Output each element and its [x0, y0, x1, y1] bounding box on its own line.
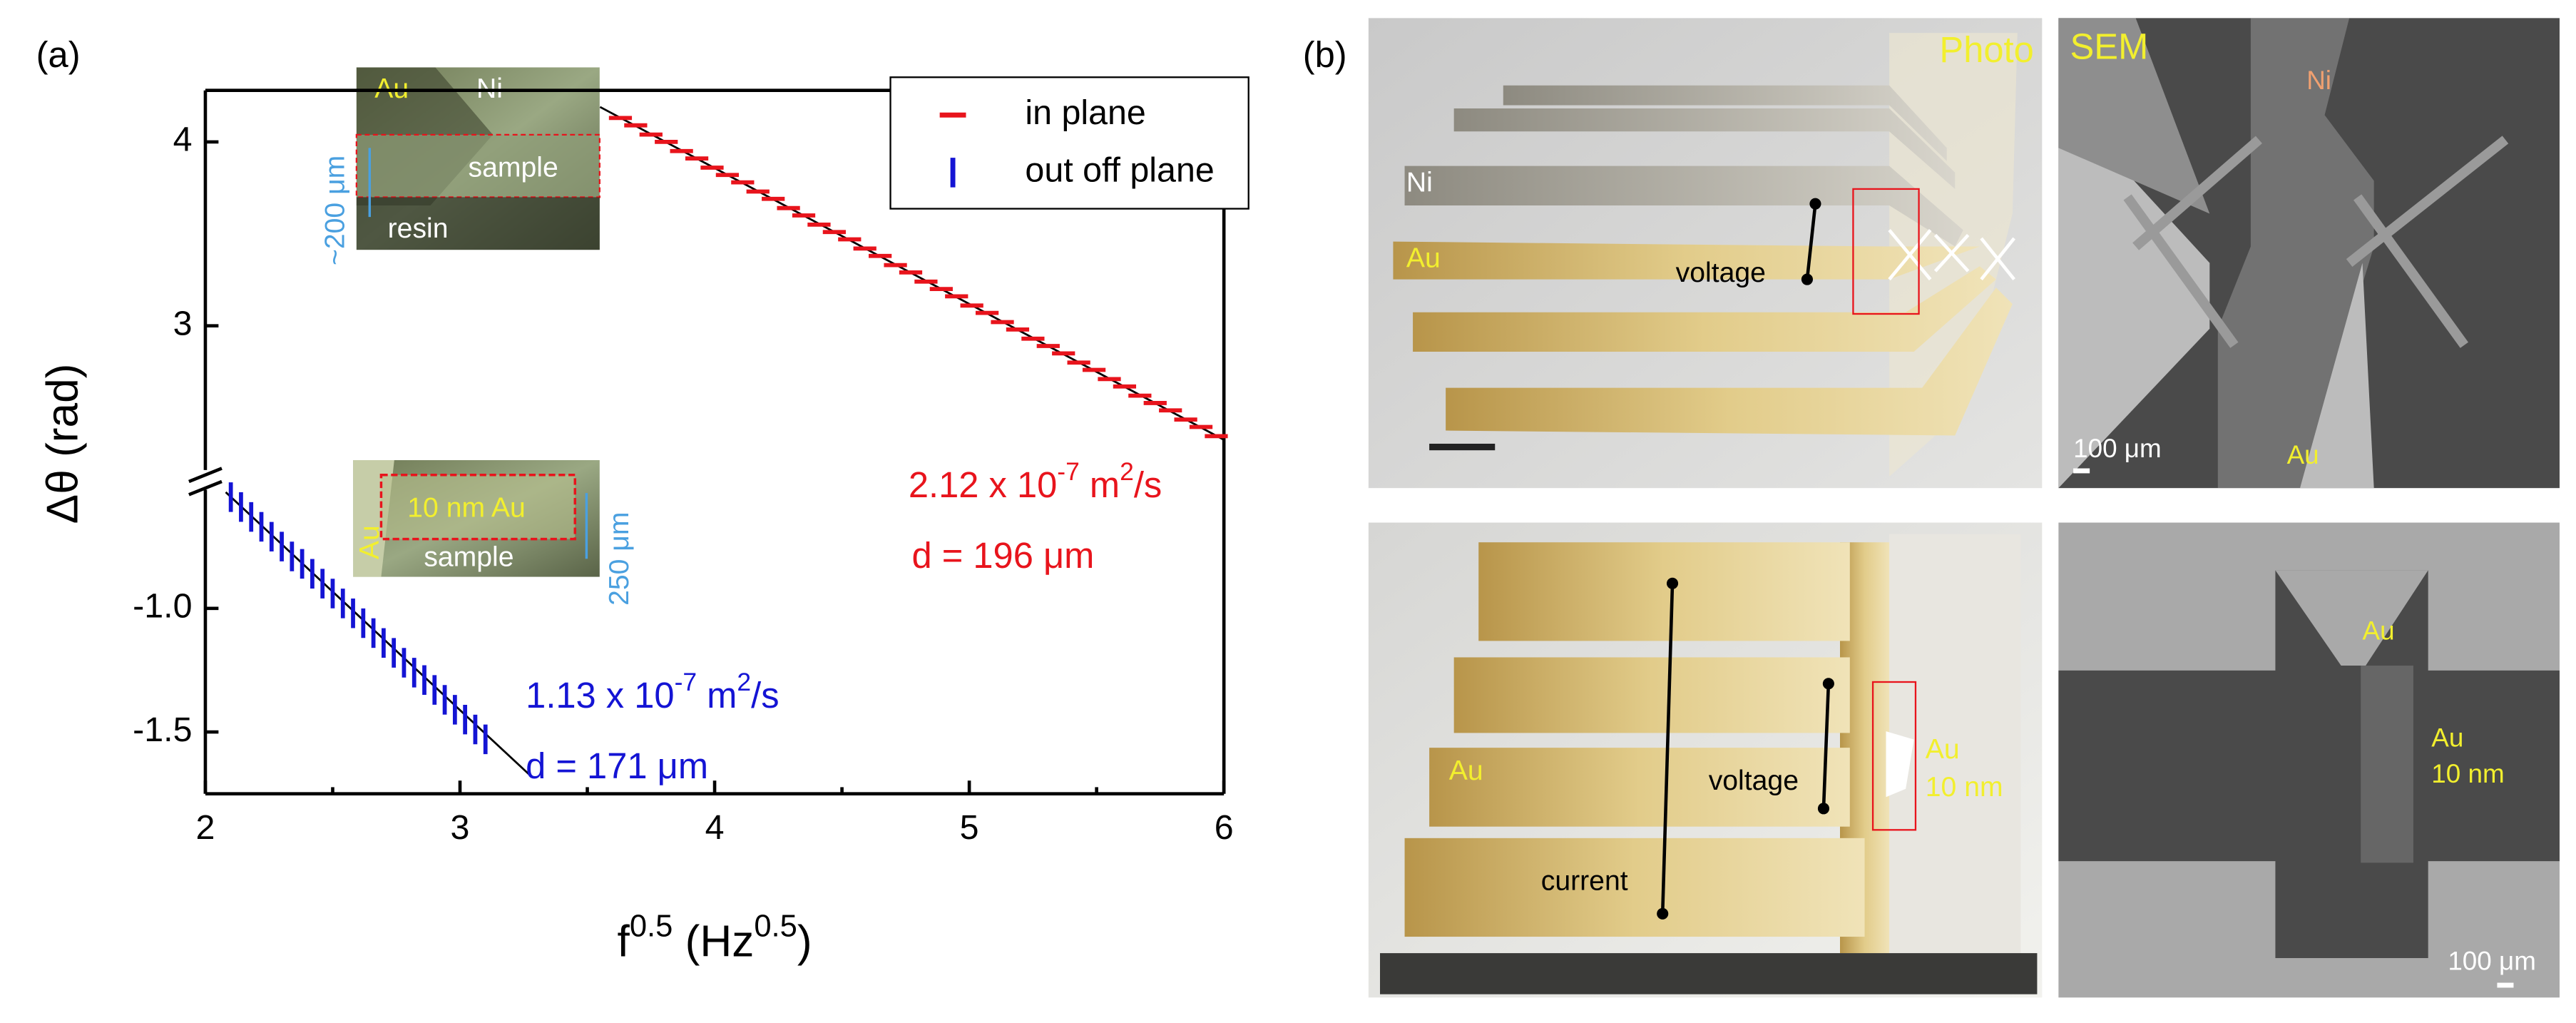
- scale-label: 100 μm: [2073, 434, 2162, 463]
- annotation: d = 171 μm: [526, 745, 708, 786]
- inset-label: 10 nm Au: [407, 492, 525, 523]
- image-label: voltage: [1676, 258, 1766, 288]
- annotation-part: 1.13 x 10: [526, 675, 674, 716]
- image-label: Au: [2363, 616, 2395, 646]
- scale-label: 100 μm: [2448, 947, 2536, 976]
- annotation-part: 2: [737, 668, 751, 696]
- annotation: 1.13 x 10-7 m2/s: [526, 668, 779, 716]
- y-axis-label: Δθ (rad): [39, 364, 88, 524]
- axis-break: [188, 479, 223, 497]
- inset-label: sample: [424, 542, 513, 573]
- image-label: Au: [2431, 723, 2463, 752]
- image-label: Au: [1449, 755, 1483, 786]
- y-tick-label: -1.5: [133, 711, 192, 749]
- annotation-part: d = 171 μm: [526, 745, 708, 786]
- legend-box: [889, 76, 1249, 210]
- image-label: SEM: [2070, 26, 2149, 67]
- inset-label: Au: [354, 525, 385, 559]
- inset-label: resin: [388, 213, 449, 244]
- annotation-part: 2.12 x 10: [909, 465, 1057, 506]
- inset-label: sample: [469, 153, 558, 183]
- annotation-part: 2: [1120, 458, 1134, 487]
- x-axis-label-part: 0.5: [630, 909, 673, 943]
- legend-label: in plane: [1025, 93, 1145, 132]
- y-tick-label: 4: [173, 121, 193, 159]
- sem-bottom: Au Au 10 nm 100 μm: [2058, 522, 2560, 998]
- inset-photo: Au Ni sample resin ~200 μm: [320, 67, 600, 265]
- image-label: Au: [1406, 243, 1441, 273]
- image-label: Ni: [2306, 66, 2331, 95]
- x-tick-label: 2: [195, 808, 215, 847]
- y-tick-label: -1.0: [133, 587, 192, 626]
- x-tick-label: 5: [960, 808, 979, 847]
- x-axis-label-part: (Hz: [673, 917, 754, 967]
- annotation-part: m: [697, 675, 737, 716]
- image-label: Ni: [1406, 167, 1433, 198]
- photo-top: Photo Ni Au voltage: [1368, 18, 2043, 489]
- x-axis-label-part: 0.5: [754, 909, 797, 943]
- annotation-part: m: [1080, 465, 1120, 506]
- panel-label: (b): [1303, 34, 1347, 75]
- annotation: d = 196 μm: [911, 536, 1094, 576]
- x-axis-label-part: ): [797, 917, 812, 967]
- x-tick-label: 4: [705, 808, 725, 847]
- sem-top: SEM Ni Au 100 μm: [2058, 18, 2560, 489]
- inset-photo: 10 nm Au Au sample 250 μm: [353, 460, 635, 606]
- fit-line: [225, 491, 532, 778]
- annotation: 2.12 x 10-7 m2/s: [909, 458, 1162, 506]
- annotation-part: /s: [751, 675, 779, 716]
- image-label: Au: [2287, 440, 2319, 469]
- image-label: current: [1541, 865, 1628, 896]
- axis-break: [188, 467, 223, 484]
- inset-label: 250 μm: [604, 512, 635, 606]
- image-label: 10 nm: [1926, 772, 2003, 803]
- photo-bottom: Au voltage current Au 10 nm: [1368, 522, 2043, 998]
- image-label: Au: [1926, 734, 1960, 765]
- annotation-part: d = 196 μm: [911, 536, 1094, 576]
- inset-label: ~200 μm: [320, 156, 351, 265]
- legend-label: out off plane: [1025, 151, 1214, 190]
- x-axis-label: f0.5 (Hz0.5): [618, 909, 812, 967]
- image-label: voltage: [1709, 765, 1799, 796]
- annotation-part: -7: [1057, 458, 1080, 487]
- x-tick-label: 3: [451, 808, 470, 847]
- panel-label: (a): [36, 34, 81, 75]
- annotation-part: -7: [675, 668, 697, 696]
- x-tick-label: 6: [1215, 808, 1234, 847]
- x-axis-label-part: f: [618, 917, 630, 967]
- image-label: Photo: [1939, 29, 2033, 70]
- image-label: 10 nm: [2431, 759, 2504, 788]
- y-tick-label: 3: [173, 304, 193, 342]
- annotation-part: /s: [1134, 465, 1162, 506]
